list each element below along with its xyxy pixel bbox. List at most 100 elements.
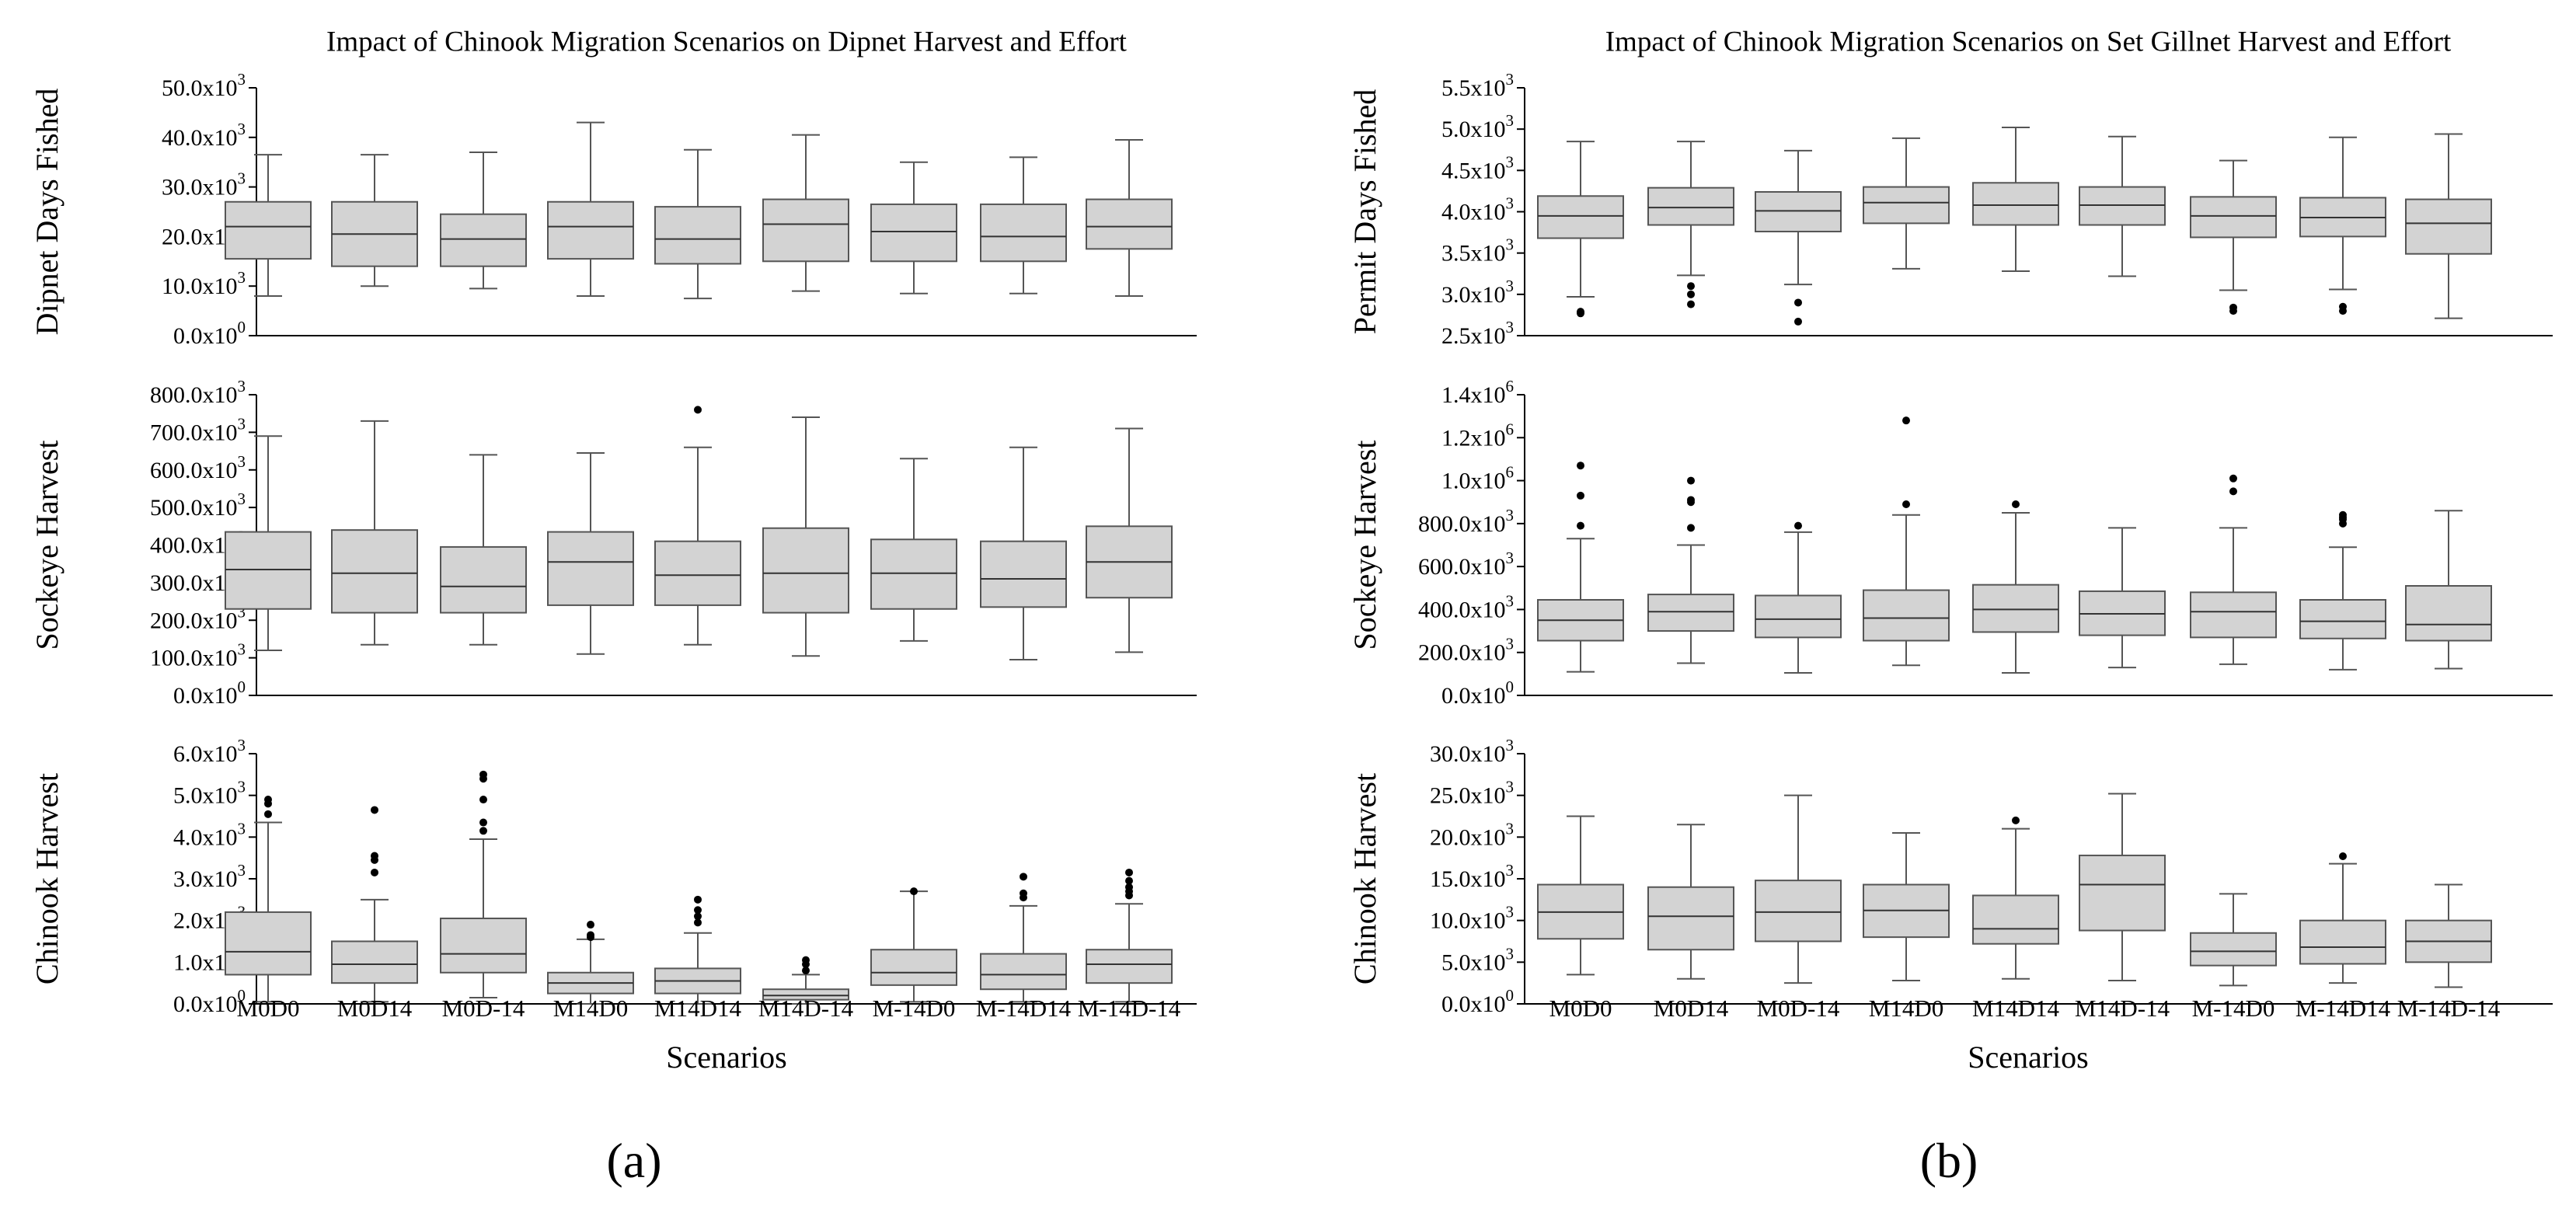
y-axis-label: Chinook Harvest bbox=[1347, 773, 1382, 984]
y-axis-label: Chinook Harvest bbox=[30, 773, 64, 984]
outlier-point bbox=[1687, 524, 1695, 532]
box-M14D14 bbox=[654, 895, 741, 1005]
box-iqr bbox=[1863, 589, 1950, 642]
box-M0D-14 bbox=[1755, 794, 1842, 984]
outlier-point bbox=[264, 810, 272, 818]
y-tick-label: 30.0x103 bbox=[1430, 736, 1514, 767]
box-M0D0 bbox=[1537, 141, 1624, 318]
box-M14D-14 bbox=[2079, 135, 2166, 277]
box-M0D-14 bbox=[1755, 521, 1842, 674]
box-iqr bbox=[1647, 886, 1734, 951]
box-M14D14 bbox=[654, 406, 741, 646]
y-tick-label: 15.0x103 bbox=[1430, 861, 1514, 892]
box-iqr bbox=[1863, 186, 1950, 225]
outlier-point bbox=[1020, 889, 1027, 897]
box-iqr bbox=[762, 198, 849, 263]
outlier-point bbox=[2229, 303, 2237, 312]
box-M0D0 bbox=[225, 154, 312, 297]
x-tick-label: M14D14 bbox=[1972, 995, 2059, 1022]
y-tick-label: 0.0x100 bbox=[173, 986, 246, 1017]
y-tick-label: 200.0x103 bbox=[1418, 635, 1514, 666]
panel-b: Impact of Chinook Migration Scenarios on… bbox=[1347, 26, 2553, 1188]
box-iqr bbox=[654, 206, 741, 265]
box-M14D-14 bbox=[2079, 527, 2166, 669]
box-iqr bbox=[2299, 598, 2386, 639]
x-tick-label: M14D-14 bbox=[2075, 995, 2170, 1022]
box-M-14D0 bbox=[870, 887, 957, 1003]
box-iqr bbox=[980, 953, 1067, 991]
panel-tag: (b) bbox=[1920, 1133, 1978, 1188]
outlier-point bbox=[1577, 462, 1584, 470]
box-M-14D-14 bbox=[1086, 138, 1173, 297]
box-M-14D0 bbox=[2190, 893, 2277, 987]
x-tick-label: M14D0 bbox=[1869, 995, 1943, 1022]
box-M-14D14 bbox=[2299, 136, 2386, 315]
subplot-2: 0.0x100100.0x103200.0x103300.0x103400.0x… bbox=[30, 377, 1197, 709]
box-M-14D-14 bbox=[1086, 868, 1173, 1003]
box-M14D-14 bbox=[762, 134, 849, 292]
x-tick-label: M0D14 bbox=[337, 995, 413, 1022]
subplot-1: 2.5x103 3.0x103 3.5x103 4.0x103 4.5x103 5.0x1… bbox=[1347, 70, 2553, 349]
x-tick-label: M0D0 bbox=[237, 995, 300, 1022]
outlier-point bbox=[1794, 298, 1802, 307]
box-M14D14 bbox=[1972, 500, 2059, 674]
outlier-point bbox=[802, 967, 810, 975]
outlier-point bbox=[1020, 873, 1027, 881]
y-tick-label: 600.0x103 bbox=[150, 452, 246, 483]
outlier-point bbox=[1687, 496, 1695, 504]
box-iqr bbox=[225, 531, 312, 610]
outlier-point bbox=[1687, 290, 1695, 298]
box-iqr bbox=[440, 545, 527, 614]
box-iqr bbox=[2190, 932, 2277, 967]
outlier-point bbox=[479, 796, 487, 804]
y-tick-label: 10.0x103 bbox=[1430, 903, 1514, 934]
box-M14D-14 bbox=[762, 956, 849, 1005]
box-iqr bbox=[1086, 949, 1173, 984]
box-M14D-14 bbox=[762, 416, 849, 657]
box-iqr bbox=[654, 540, 741, 606]
subplot-1: 0.0x10010.0x10320.0x10330.0x10340.0x1035… bbox=[30, 70, 1197, 349]
y-tick-label: 500.0x103 bbox=[150, 490, 246, 521]
y-tick-label: 1.4x106 bbox=[1441, 377, 1514, 408]
x-axis-label: Scenarios bbox=[666, 1040, 787, 1075]
outlier-point bbox=[371, 806, 378, 814]
outlier-point bbox=[479, 770, 487, 779]
outlier-point bbox=[1794, 317, 1802, 326]
subplot-3: 0.0x100 5.0x103 10.0x103 15.0x103 20.0x103 25… bbox=[1347, 736, 2553, 1017]
y-tick-label: 600.0x103 bbox=[1418, 549, 1514, 580]
y-tick-label: 0.0x100 bbox=[173, 678, 246, 709]
y-axis-label: Permit Days Fished bbox=[1347, 89, 1382, 335]
outlier-point bbox=[2339, 302, 2347, 311]
y-tick-label: 800.0x103 bbox=[1418, 506, 1514, 537]
outlier-point bbox=[1902, 500, 1910, 508]
x-tick-label: M0D-14 bbox=[442, 995, 525, 1022]
box-M0D0 bbox=[1537, 815, 1624, 976]
y-axis-label: Sockeye Harvest bbox=[1347, 441, 1382, 650]
chart-title: Impact of Chinook Migration Scenarios on… bbox=[326, 26, 1128, 57]
box-iqr bbox=[547, 531, 634, 606]
outlier-point bbox=[1125, 883, 1133, 891]
box-iqr bbox=[870, 949, 957, 986]
box-M14D-14 bbox=[2079, 793, 2166, 981]
box-M14D0 bbox=[547, 121, 634, 297]
box-iqr bbox=[440, 213, 527, 267]
y-tick-label: 20.0x103 bbox=[1430, 819, 1514, 850]
box-M0D14 bbox=[331, 154, 418, 287]
y-tick-label: 700.0x103 bbox=[150, 414, 246, 445]
outlier-point bbox=[694, 912, 702, 921]
outlier-point bbox=[1687, 476, 1695, 485]
box-M-14D0 bbox=[2190, 159, 2277, 315]
y-tick-label: 6.0x103 bbox=[173, 736, 246, 767]
x-tick-label: M-14D-14 bbox=[1078, 995, 1181, 1022]
box-iqr bbox=[2190, 196, 2277, 239]
box-iqr bbox=[2405, 198, 2492, 255]
y-tick-label: 1.0x106 bbox=[1441, 463, 1514, 494]
box-M14D0 bbox=[1863, 416, 1950, 667]
outlier-point bbox=[694, 895, 702, 904]
box-iqr bbox=[225, 911, 312, 976]
y-tick-label: 800.0x103 bbox=[150, 377, 246, 408]
box-iqr bbox=[331, 529, 418, 614]
box-iqr bbox=[870, 203, 957, 263]
outlier-point bbox=[694, 906, 702, 915]
